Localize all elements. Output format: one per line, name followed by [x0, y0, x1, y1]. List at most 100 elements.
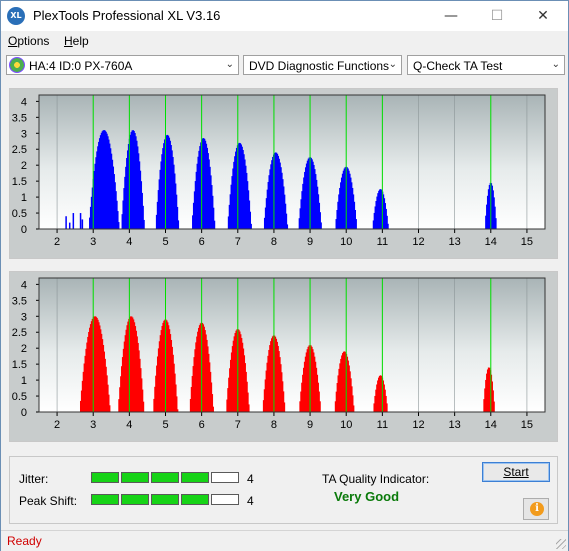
- bottom-chart-bar: [206, 339, 208, 412]
- bottom-chart-bar: [335, 391, 338, 412]
- ta-quality-value: Very Good: [334, 489, 400, 504]
- top-chart-bar: [99, 135, 102, 229]
- bottom-chart-bar: [108, 405, 111, 412]
- menu-help[interactable]: Help: [64, 34, 89, 48]
- top-chart-bar: [166, 134, 169, 229]
- top-chart-bar: [378, 190, 380, 229]
- bottom-chart-bar: [376, 384, 378, 412]
- top-chart-bar: [284, 203, 287, 229]
- top-chart-bar: [343, 168, 346, 229]
- bottom-chart-bar: [169, 334, 172, 412]
- top-chart-bar: [208, 159, 210, 229]
- top-chart-bar: [194, 181, 197, 229]
- top-chart-bar: [160, 161, 162, 229]
- bottom-chart-bar: [306, 349, 309, 412]
- quality-panel: [9, 456, 558, 524]
- peak-meter-segment: [211, 494, 239, 505]
- bottom-chart-bar: [85, 348, 87, 412]
- top-chart-bar: [116, 200, 118, 229]
- bottom-chart-bar: [175, 384, 177, 412]
- top-chart-bar: [135, 136, 137, 229]
- top-chart-bar: [266, 189, 269, 229]
- bottom-chart-bar: [136, 336, 138, 412]
- bottom-chart-bar: [315, 367, 318, 412]
- bottom-chart-bar: [121, 357, 124, 412]
- top-chart-bar: [93, 170, 96, 229]
- top-chart-bar: [340, 177, 343, 229]
- bottom-chart-bar: [173, 363, 175, 412]
- bottom-chart-bar: [84, 355, 87, 412]
- bottom-chart-bar: [105, 366, 107, 412]
- top-chart-frame: 0 0.5 1 1.5 2 2.5 3 3.5 4 2 3 4 5 6 7 8 9 10 11 12 13 14 15: [9, 88, 558, 259]
- bottom-chart-bar: [204, 330, 206, 412]
- top-chart-bar: [91, 187, 94, 229]
- top-chart-bar: [278, 158, 280, 229]
- bottom-chart-bar: [485, 379, 487, 412]
- bottom-chart-bar: [492, 390, 494, 412]
- top-chart-bar: [104, 130, 106, 229]
- drive-select[interactable]: HA:4 ID:0 PX-760A ⌄: [6, 55, 239, 75]
- top-chart-bar: [129, 134, 132, 229]
- top-chart-xtick-label: 8: [271, 236, 277, 248]
- bottom-chart-bar: [172, 354, 174, 412]
- top-chart-bar: [109, 148, 112, 229]
- bottom-chart-bar: [229, 368, 231, 412]
- menu-help-accel: H: [64, 34, 73, 48]
- bottom-chart-bar: [246, 381, 248, 412]
- top-chart-bar: [384, 203, 387, 229]
- bottom-chart-bar: [90, 321, 93, 412]
- top-chart-bar: [228, 204, 231, 229]
- top-chart-bar: [112, 166, 115, 229]
- top-chart-bar: [377, 193, 379, 229]
- test-select[interactable]: Q-Check TA Test ⌄: [407, 55, 565, 75]
- close-button[interactable]: ✕: [537, 8, 549, 24]
- top-chart-bar: [349, 173, 351, 229]
- top-chart-bar: [192, 202, 195, 229]
- menu-options[interactable]: Options: [8, 34, 49, 48]
- top-chart-bar: [124, 176, 126, 229]
- top-chart-bar: [173, 173, 176, 229]
- bottom-chart-bar: [382, 380, 385, 412]
- top-chart-bar: [97, 146, 99, 229]
- bottom-chart-xtick-label: 12: [412, 419, 424, 431]
- top-chart-bar: [142, 205, 144, 229]
- bottom-chart-bar: [133, 322, 136, 412]
- top-chart-bar: [270, 164, 272, 229]
- bottom-chart-bar: [338, 368, 340, 412]
- top-chart-bar: [372, 220, 375, 229]
- top-chart-bar: [121, 214, 124, 229]
- title-bar[interactable]: XL PlexTools Professional XL V3.16 — ☐ ✕: [1, 1, 568, 31]
- bottom-chart-bar: [91, 318, 94, 412]
- top-chart-bar: [318, 202, 321, 229]
- minimize-button[interactable]: —: [444, 8, 458, 24]
- bottom-chart-bar: [347, 360, 349, 412]
- bottom-chart-bar: [142, 401, 145, 412]
- bottom-chart-bar: [122, 348, 125, 412]
- top-chart-bar: [273, 153, 276, 229]
- info-button[interactable]: i: [523, 498, 549, 520]
- top-chart-ytick-label: 4: [21, 96, 27, 108]
- top-chart-bar: [175, 194, 178, 229]
- top-chart-plot-border: [38, 94, 546, 230]
- bottom-chart-bar: [226, 399, 228, 412]
- bottom-chart-bar: [311, 346, 313, 412]
- top-chart-bar: [204, 140, 207, 229]
- top-chart-bar: [101, 131, 104, 229]
- bottom-chart-bar: [127, 321, 129, 412]
- resize-grip-icon[interactable]: [556, 539, 566, 549]
- bottom-chart-bar: [375, 389, 377, 412]
- top-chart-xtick-label: 9: [307, 236, 313, 248]
- maximize-button[interactable]: ☐: [490, 8, 504, 24]
- top-chart-bar: [337, 201, 339, 229]
- top-chart-bar: [268, 175, 270, 229]
- top-chart-bar: [264, 207, 267, 229]
- top-chart-bar: [341, 173, 344, 229]
- bottom-chart-bar: [281, 381, 284, 412]
- start-button[interactable]: Start: [482, 462, 550, 482]
- function-select[interactable]: DVD Diagnostic Functions ⌄: [243, 55, 402, 75]
- top-chart-bar: [125, 166, 127, 229]
- bottom-chart-bar: [194, 349, 196, 412]
- status-text: Ready: [7, 534, 42, 548]
- top-chart-bar: [167, 135, 170, 229]
- top-chart-xtick-label: 10: [340, 236, 352, 248]
